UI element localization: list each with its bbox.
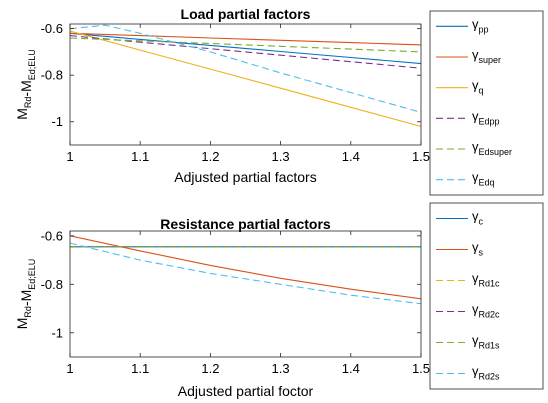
legend-box — [429, 202, 544, 390]
series-line-super — [70, 32, 421, 46]
y-tick-label: -1 — [51, 114, 63, 129]
legend: γpp γsuper γq γEdpp γEdsuper γEdq — [429, 10, 544, 196]
series-line-Rd2s — [70, 242, 421, 305]
x-tick-label: 1 — [66, 149, 73, 164]
y-tick-label: -0.6 — [41, 21, 63, 36]
legend-label-Rd2c: γRd2c — [472, 302, 500, 320]
x-tick-label: 1.2 — [201, 361, 219, 376]
y-tick-label: -0.6 — [41, 228, 63, 243]
legend-label-Rd2s: γRd2s — [472, 364, 500, 382]
x-tick-label: 1.3 — [272, 149, 290, 164]
y-axis-label: MRd-MEd;ELU — [14, 259, 37, 330]
legend-label-q: γq — [472, 78, 484, 96]
plot-area-frame — [69, 23, 422, 146]
y-tick-label: -0.8 — [41, 277, 63, 292]
y-axis-label: MRd-MEd;ELU — [14, 49, 37, 120]
x-tick-label: 1.5 — [412, 149, 430, 164]
x-tick-label: 1.2 — [201, 149, 219, 164]
legend-label-pp: γpp — [472, 16, 489, 34]
series-line-q — [70, 30, 421, 127]
legend-box — [429, 10, 544, 196]
chart-panel-1: Load partial factors 1 1.1 1.2 1.3 1.4 1.5 -0.6… — [14, 6, 544, 196]
legend-label-Rd1s: γRd1s — [472, 333, 500, 351]
legend-label-Edpp: γEdpp — [472, 108, 500, 126]
chart-panel-2: Resistance partial factors 1 1.1 1.2 1.3 1.4 1… — [14, 202, 544, 399]
x-tick-label: 1.4 — [342, 361, 360, 376]
series-line-Edpp — [70, 35, 421, 69]
x-tick-label: 1.1 — [131, 361, 149, 376]
legend-label-Edsuper: γEdsuper — [472, 139, 512, 157]
series-line-pp — [70, 32, 421, 65]
x-tick-label: 1.4 — [342, 149, 360, 164]
legend-label-Edq: γEdq — [472, 170, 495, 188]
x-axis-label: Adjusted partial factors — [174, 169, 316, 185]
series-line-s — [70, 235, 421, 300]
x-axis-label: Adjusted partial foctor — [178, 383, 314, 399]
x-tick-label: 1.3 — [272, 361, 290, 376]
legend-label-super: γsuper — [472, 47, 501, 65]
y-tick-label: -0.8 — [41, 68, 63, 83]
chart-title: Load partial factors — [181, 6, 311, 22]
x-tick-label: 1.5 — [412, 361, 430, 376]
legend: γc γs γRd1c γRd2c γRd1s γRd2s — [429, 202, 544, 390]
chart-title: Resistance partial factors — [160, 216, 331, 232]
y-tick-label: -1 — [51, 325, 63, 340]
plot-area-frame — [69, 230, 422, 358]
x-tick-label: 1 — [66, 361, 73, 376]
x-tick-label: 1.1 — [131, 149, 149, 164]
series-line-Edsuper — [70, 37, 421, 53]
legend-label-s: γs — [472, 240, 484, 258]
legend-label-Rd1c: γRd1c — [472, 271, 500, 289]
legend-label-c: γc — [472, 209, 484, 227]
series-line-Edq — [70, 24, 421, 113]
